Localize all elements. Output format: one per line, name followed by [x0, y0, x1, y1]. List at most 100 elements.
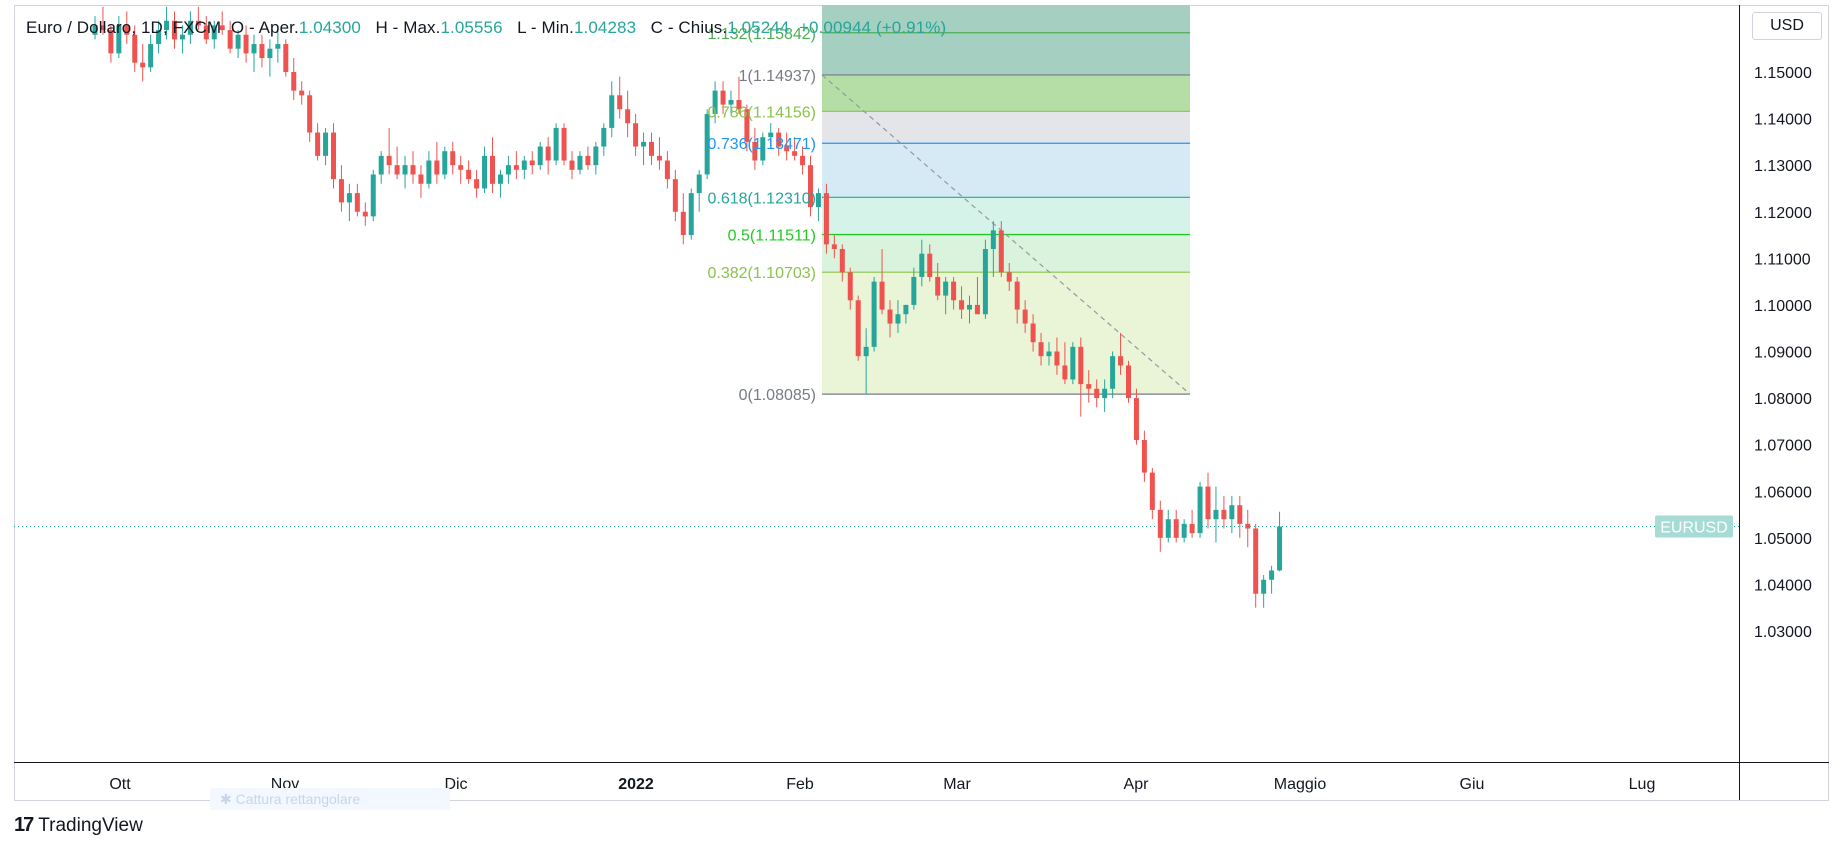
candle-body: [108, 30, 114, 54]
legend-open-label: O - Aper.: [230, 18, 299, 37]
candle-body: [1141, 440, 1147, 473]
candle-body: [704, 113, 710, 175]
candle-body: [1062, 365, 1068, 380]
candle-body: [633, 123, 639, 147]
legend-low-value: 1.04283: [573, 18, 637, 37]
fib-label-0: 0(1.08085): [739, 387, 816, 404]
candle-body: [545, 146, 551, 161]
candle-body: [855, 300, 861, 357]
candle-body: [664, 160, 670, 180]
time-tick-label: 2022: [618, 776, 654, 793]
candle-body: [736, 99, 742, 110]
time-axis[interactable]: Ott Nov Dic 2022 Feb Mar Apr Maggio Giu Lug: [109, 776, 1655, 793]
candle-body: [1197, 486, 1203, 534]
candle-body: [1157, 509, 1163, 538]
candle-body: [688, 193, 694, 236]
time-tick-label: Dic: [444, 776, 467, 793]
candle-body: [1054, 351, 1060, 366]
currency-button[interactable]: USD: [1752, 12, 1822, 40]
candle-body: [1149, 472, 1155, 510]
price-tick-label: 1.08000: [1754, 391, 1812, 408]
candle-body: [561, 127, 567, 161]
price-tick-label: 1.14000: [1754, 112, 1812, 129]
candle-body: [744, 109, 750, 142]
candlestick-series[interactable]: [92, 6, 1283, 608]
candle-body: [402, 165, 408, 175]
candle-body: [203, 25, 209, 40]
fibonacci-trend-line[interactable]: [821, 74, 1191, 395]
candle-body: [863, 346, 869, 357]
candle-body: [378, 155, 384, 175]
candle-body: [760, 137, 766, 161]
candle-body: [1126, 365, 1131, 399]
fib-band-1: [822, 74, 1190, 112]
candle-body: [291, 72, 297, 91]
time-tick-label: Mar: [943, 776, 971, 793]
candle-body: [1086, 384, 1092, 389]
price-axis[interactable]: 1.15000 1.14000 1.13000 1.12000 1.11000 1.100…: [1754, 65, 1812, 641]
fib-band-0.5: [822, 234, 1190, 273]
tradingview-logo[interactable]: 17 TradingView: [14, 814, 143, 837]
candle-body: [132, 34, 138, 63]
candle-body: [267, 48, 273, 59]
candle-body: [967, 304, 972, 310]
candle-body: [895, 314, 901, 324]
candle-body: [1205, 486, 1211, 520]
candle-body: [219, 25, 225, 31]
symbol-legend[interactable]: Euro / Dollaro, 1D, FXCM O - Aper.1.0430…: [26, 18, 947, 37]
candle-body: [784, 146, 790, 152]
tradingview-logo-icon: 17: [14, 814, 34, 836]
candle-body: [315, 132, 321, 156]
fib-label-0.786: 0.786(1.14156): [707, 104, 816, 121]
candle-body: [1269, 570, 1275, 580]
candle-body: [919, 253, 925, 277]
candle-body: [553, 127, 559, 161]
candle-body: [680, 211, 686, 236]
candle-body: [1094, 388, 1100, 399]
candle-body: [307, 95, 313, 133]
candle-body: [148, 44, 154, 68]
legend-symbol[interactable]: Euro / Dollaro: [26, 18, 132, 37]
candle-body: [370, 174, 376, 217]
candle-body: [839, 249, 845, 273]
candle-body: [1014, 281, 1020, 310]
candle-body: [513, 165, 519, 170]
candle-body: [164, 20, 170, 31]
last-price-tag: EURUSD: [1655, 515, 1733, 538]
capture-icon: ✱: [220, 791, 236, 807]
candle-body: [990, 230, 996, 250]
candle-body: [728, 99, 734, 105]
candle-body: [100, 25, 106, 31]
candle-body: [1118, 356, 1124, 366]
candle-body: [1022, 309, 1028, 324]
candle-body: [927, 253, 933, 277]
candle-body: [943, 281, 949, 296]
fib-band-0.736: [822, 143, 1190, 198]
candle-body: [338, 179, 344, 203]
candle-body: [346, 193, 352, 203]
candle-body: [641, 141, 647, 147]
candle-body: [577, 155, 583, 170]
candle-body: [911, 276, 917, 305]
candle-body: [569, 160, 575, 170]
candle-body: [768, 132, 774, 138]
fibonacci-retracement[interactable]: [822, 5, 1190, 395]
candle-body: [903, 304, 909, 315]
time-tick-label: Apr: [1124, 776, 1150, 793]
candle-body: [974, 304, 980, 315]
candle-body: [752, 141, 758, 161]
candle-body: [1006, 272, 1012, 282]
candle-body: [792, 151, 798, 156]
capture-tooltip: ✱ Cattura rettangolare: [210, 788, 450, 810]
candle-body: [1189, 523, 1195, 534]
candle-body: [617, 95, 623, 110]
fib-band-0.786: [822, 111, 1190, 144]
fib-label-1: 1(1.14937): [739, 68, 816, 85]
candle-body: [887, 309, 893, 324]
candle-body: [1133, 398, 1139, 441]
candle-body: [831, 244, 837, 250]
candle-body: [871, 281, 877, 347]
candle-body: [823, 193, 829, 245]
candle-body: [362, 211, 368, 217]
